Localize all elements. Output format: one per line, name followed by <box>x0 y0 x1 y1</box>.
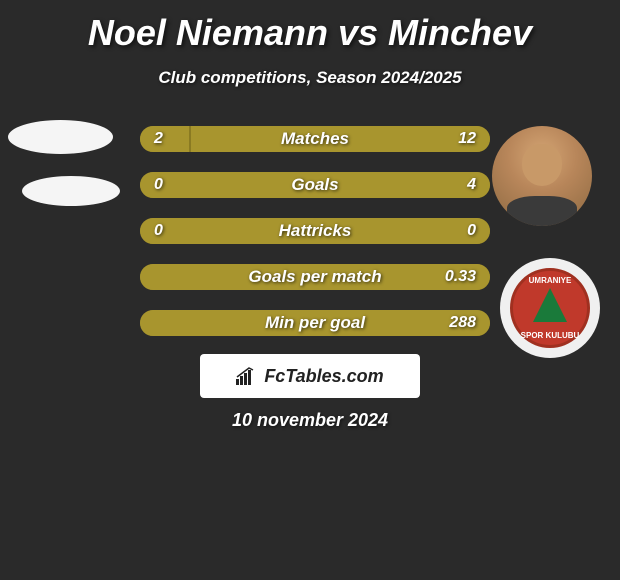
branding-badge: FcTables.com <box>200 354 420 398</box>
stat-bar: 04Goals <box>140 172 490 198</box>
comparison-bars: 212Matches 04Goals 00Hattricks 0.33Goals pe… <box>140 126 490 356</box>
stat-bar: 288Min per goal <box>140 310 490 336</box>
club-left-badge <box>22 176 120 206</box>
page-subtitle: Club competitions, Season 2024/2025 <box>0 68 620 88</box>
bar-label: Goals per match <box>140 267 490 287</box>
club-right-badge-container: UMRANIYE SPOR KULUBU <box>500 258 600 358</box>
stat-bar: 212Matches <box>140 126 490 152</box>
club-text-bottom: SPOR KULUBU <box>513 331 587 340</box>
tree-icon <box>533 288 567 328</box>
player-left-avatar <box>8 120 113 154</box>
player-right-avatar <box>492 126 592 226</box>
bar-label: Goals <box>140 175 490 195</box>
club-right-badge: UMRANIYE SPOR KULUBU <box>510 268 590 348</box>
bar-label: Matches <box>140 129 490 149</box>
bar-label: Hattricks <box>140 221 490 241</box>
stat-bar: 0.33Goals per match <box>140 264 490 290</box>
chart-icon <box>236 367 258 385</box>
page-title: Noel Niemann vs Minchev <box>0 0 620 54</box>
branding-text: FcTables.com <box>264 366 383 387</box>
club-text-top: UMRANIYE <box>513 276 587 285</box>
stat-bar: 00Hattricks <box>140 218 490 244</box>
date-label: 10 november 2024 <box>0 410 620 431</box>
bar-label: Min per goal <box>140 313 490 333</box>
